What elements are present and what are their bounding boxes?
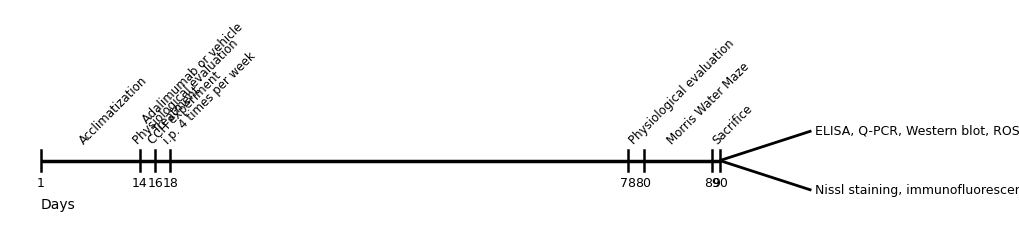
Text: Morris Water Maze: Morris Water Maze [664,60,751,147]
Text: Sacrifice: Sacrifice [710,102,755,147]
Text: Acclimatization: Acclimatization [77,74,150,147]
Text: Nissl staining, immunofluorescence: Nissl staining, immunofluorescence [814,184,1019,197]
Text: ELISA, Q-PCR, Western blot, ROS: ELISA, Q-PCR, Western blot, ROS [814,124,1019,137]
Text: 90: 90 [711,177,728,190]
Text: Days: Days [41,198,75,212]
Text: CCH experiment: CCH experiment [146,69,223,147]
Text: Physiological evaluation: Physiological evaluation [626,37,736,147]
Text: 78: 78 [620,177,636,190]
Text: Adalimumab or vehicle
Treatment
i.p. 4 times per week: Adalimumab or vehicle Treatment i.p. 4 t… [140,21,267,147]
Text: Physiological evaluation: Physiological evaluation [130,37,240,147]
Text: 14: 14 [131,177,148,190]
Text: 16: 16 [147,177,163,190]
Text: 18: 18 [162,177,178,190]
Text: 80: 80 [635,177,651,190]
Text: 1: 1 [37,177,45,190]
Text: 89: 89 [703,177,719,190]
